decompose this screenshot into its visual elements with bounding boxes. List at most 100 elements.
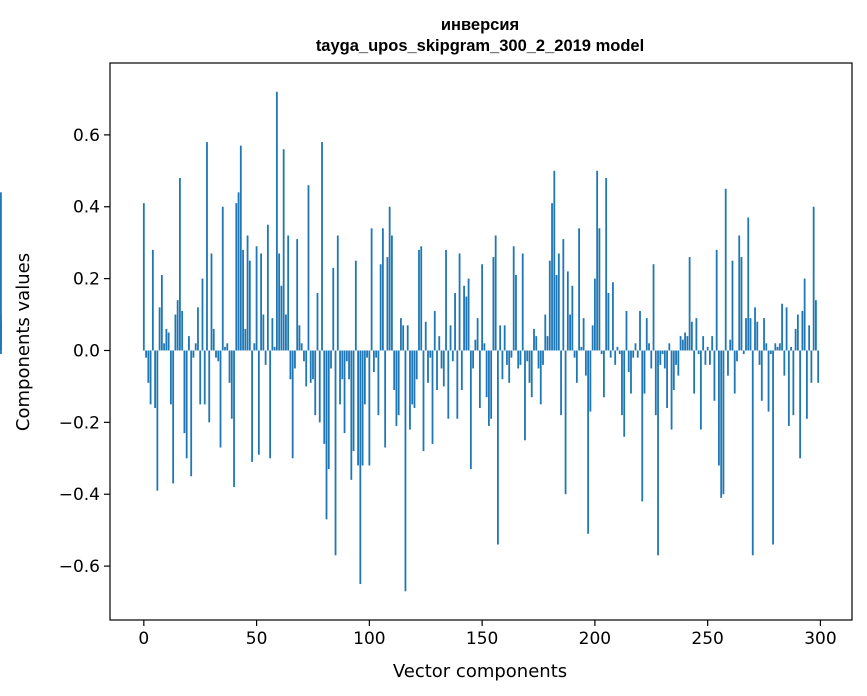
bar <box>548 260 551 351</box>
bar <box>508 350 511 383</box>
bar <box>537 350 540 369</box>
bar <box>176 300 179 351</box>
bar <box>569 314 571 351</box>
bar <box>555 275 558 351</box>
bar <box>711 336 714 351</box>
bar <box>709 350 711 365</box>
bar <box>456 350 459 419</box>
bar <box>280 285 283 351</box>
bar <box>530 350 533 398</box>
bar <box>751 350 754 556</box>
bar <box>690 321 693 351</box>
bar <box>539 350 542 405</box>
bar <box>251 350 253 462</box>
bar <box>702 336 705 351</box>
bar <box>431 350 434 444</box>
bar <box>713 350 716 401</box>
bar <box>679 336 682 351</box>
bar <box>499 325 502 351</box>
x-tick-label: 300 <box>804 629 836 649</box>
bar <box>675 350 677 365</box>
bar <box>248 260 251 351</box>
bar <box>345 350 348 362</box>
bar <box>528 350 531 383</box>
bar <box>454 292 456 351</box>
y-tick-label: 0.0 <box>73 341 100 361</box>
bar <box>303 350 305 362</box>
bar <box>815 300 817 351</box>
bar <box>564 350 567 495</box>
bar <box>483 343 486 351</box>
x-axis-label: Vector components <box>393 661 567 682</box>
bar <box>327 350 330 470</box>
bar <box>760 350 763 401</box>
bar <box>467 278 470 351</box>
bar <box>517 350 520 369</box>
bar <box>654 350 657 416</box>
bar <box>266 224 269 351</box>
x-tick-label: 200 <box>579 629 611 649</box>
bar <box>244 328 247 351</box>
bar <box>352 350 355 452</box>
y-axis-ticks: −0.6 −0.4 −0.2 0.0 0.2 0.4 0.6 <box>59 126 110 577</box>
bar <box>476 318 479 351</box>
bar <box>442 350 445 387</box>
bar <box>210 253 213 351</box>
bar <box>623 350 626 437</box>
bar <box>172 350 175 484</box>
bar <box>763 318 765 351</box>
bar <box>720 350 723 498</box>
bar <box>0 350 2 355</box>
x-tick-label: 250 <box>691 629 723 649</box>
bar <box>557 253 560 351</box>
bar <box>776 346 779 351</box>
bar <box>458 253 461 351</box>
bar <box>230 350 233 419</box>
y-tick-label: −0.6 <box>59 557 100 577</box>
bar <box>756 321 759 351</box>
bar <box>609 350 612 358</box>
bar <box>686 336 689 351</box>
bar <box>589 350 592 412</box>
bar <box>228 350 231 383</box>
bar <box>695 318 698 351</box>
bar <box>316 292 319 351</box>
bar <box>167 332 170 351</box>
bar <box>424 321 427 351</box>
bar <box>668 343 671 351</box>
bar <box>614 350 617 365</box>
bar <box>736 350 738 362</box>
bar <box>519 350 522 365</box>
bar <box>472 350 474 369</box>
bar <box>381 228 384 351</box>
bar <box>296 239 299 351</box>
bar <box>242 249 244 351</box>
bar <box>560 350 562 416</box>
bar <box>156 350 159 491</box>
bar <box>208 350 211 423</box>
bar <box>618 350 621 355</box>
bar <box>348 350 350 380</box>
bar <box>235 203 238 351</box>
bar <box>697 350 700 355</box>
bar <box>627 350 630 373</box>
bar <box>197 307 199 351</box>
bar <box>767 350 770 412</box>
bar <box>463 285 465 351</box>
bar <box>605 177 608 351</box>
bar <box>727 350 729 376</box>
bar <box>253 343 256 351</box>
bar <box>181 310 184 351</box>
bar <box>409 350 411 430</box>
bar <box>666 350 668 408</box>
bar <box>233 350 235 488</box>
bar <box>591 325 594 351</box>
bar <box>440 350 443 369</box>
bar <box>812 206 815 351</box>
bar <box>255 246 258 351</box>
bar <box>652 264 655 351</box>
bar <box>203 350 206 405</box>
bar <box>781 303 783 351</box>
bar <box>596 170 599 351</box>
